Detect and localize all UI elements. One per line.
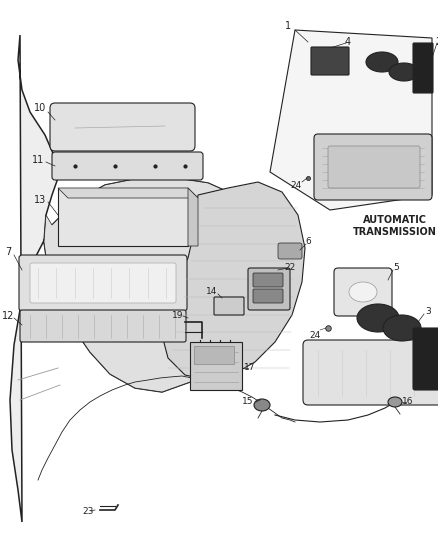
Text: TRANSMISSION: TRANSMISSION bbox=[353, 227, 437, 237]
FancyBboxPatch shape bbox=[328, 146, 420, 188]
Text: 3: 3 bbox=[419, 43, 425, 53]
FancyBboxPatch shape bbox=[20, 310, 186, 342]
Text: 15: 15 bbox=[242, 398, 254, 407]
FancyBboxPatch shape bbox=[314, 134, 432, 200]
FancyBboxPatch shape bbox=[52, 152, 203, 180]
Text: AUTOMATIC: AUTOMATIC bbox=[363, 215, 427, 225]
FancyBboxPatch shape bbox=[19, 255, 187, 311]
FancyBboxPatch shape bbox=[413, 43, 433, 93]
FancyBboxPatch shape bbox=[50, 103, 195, 151]
FancyBboxPatch shape bbox=[30, 263, 176, 303]
FancyBboxPatch shape bbox=[248, 268, 290, 310]
FancyBboxPatch shape bbox=[413, 328, 438, 390]
FancyBboxPatch shape bbox=[190, 342, 242, 390]
Text: 4: 4 bbox=[345, 37, 351, 47]
Text: 7: 7 bbox=[5, 247, 11, 257]
FancyBboxPatch shape bbox=[253, 273, 283, 287]
Ellipse shape bbox=[383, 315, 421, 341]
FancyBboxPatch shape bbox=[194, 346, 234, 364]
Text: 23: 23 bbox=[82, 507, 94, 516]
Ellipse shape bbox=[366, 52, 398, 72]
FancyBboxPatch shape bbox=[58, 188, 188, 246]
Polygon shape bbox=[162, 182, 305, 380]
Ellipse shape bbox=[349, 282, 377, 302]
Text: 6: 6 bbox=[305, 238, 311, 246]
Text: 22: 22 bbox=[284, 263, 296, 272]
Text: 14: 14 bbox=[206, 287, 218, 296]
Text: 5: 5 bbox=[393, 263, 399, 272]
FancyBboxPatch shape bbox=[334, 268, 392, 316]
Text: 11: 11 bbox=[32, 155, 44, 165]
Ellipse shape bbox=[357, 304, 399, 332]
Text: 3: 3 bbox=[425, 308, 431, 317]
Polygon shape bbox=[10, 35, 278, 522]
Ellipse shape bbox=[254, 399, 270, 411]
Text: 2: 2 bbox=[435, 37, 438, 47]
Text: 10: 10 bbox=[34, 103, 46, 113]
Ellipse shape bbox=[389, 63, 419, 81]
Text: 19: 19 bbox=[172, 311, 184, 320]
FancyBboxPatch shape bbox=[253, 289, 283, 303]
Polygon shape bbox=[58, 188, 198, 198]
FancyBboxPatch shape bbox=[303, 340, 438, 405]
Text: 24: 24 bbox=[309, 330, 321, 340]
Text: 16: 16 bbox=[402, 398, 414, 407]
FancyBboxPatch shape bbox=[311, 47, 349, 75]
Text: 17: 17 bbox=[244, 364, 256, 373]
Text: 1: 1 bbox=[285, 21, 291, 31]
Polygon shape bbox=[270, 30, 432, 210]
Polygon shape bbox=[188, 188, 198, 246]
Text: 24: 24 bbox=[290, 182, 302, 190]
FancyBboxPatch shape bbox=[214, 297, 244, 315]
Text: 13: 13 bbox=[34, 195, 46, 205]
FancyBboxPatch shape bbox=[278, 243, 302, 259]
Ellipse shape bbox=[388, 397, 402, 407]
Polygon shape bbox=[44, 178, 278, 392]
Text: 12: 12 bbox=[2, 311, 14, 321]
